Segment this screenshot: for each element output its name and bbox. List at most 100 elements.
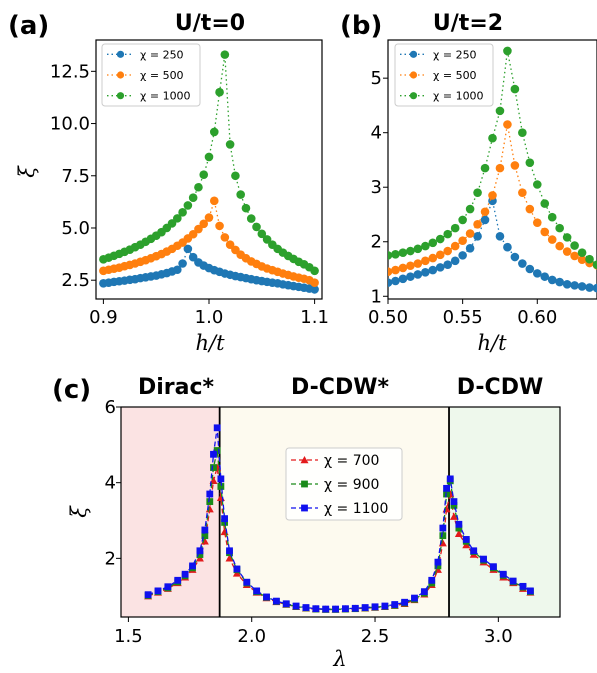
- legend-label: χ = 900: [324, 477, 379, 493]
- series-group: [99, 50, 319, 294]
- y-tick-label: 2: [371, 232, 382, 253]
- data-point: [577, 248, 587, 257]
- region-0: [121, 407, 220, 617]
- series-group: [388, 46, 597, 293]
- data-point: [499, 570, 507, 578]
- data-point: [525, 158, 535, 167]
- data-point: [421, 256, 430, 266]
- data-point: [555, 277, 564, 287]
- data-point: [562, 279, 572, 289]
- data-point: [439, 532, 447, 540]
- data-point: [470, 547, 478, 555]
- data-point: [388, 251, 393, 260]
- data-point: [509, 577, 517, 585]
- legend-marker: [116, 50, 125, 58]
- data-point: [332, 605, 339, 613]
- data-point: [178, 208, 187, 217]
- data-point: [577, 255, 587, 265]
- data-point: [246, 214, 256, 223]
- data-point: [413, 259, 423, 268]
- data-point: [458, 251, 467, 260]
- data-point: [532, 218, 542, 227]
- y-tick-label: 4: [371, 123, 382, 144]
- series-group: [144, 424, 535, 613]
- data-point: [411, 594, 418, 602]
- data-point: [225, 240, 235, 249]
- data-point: [209, 127, 219, 137]
- data-point: [388, 267, 393, 277]
- data-point: [527, 587, 534, 595]
- data-point: [181, 570, 189, 578]
- data-point: [454, 529, 463, 537]
- legend-label: χ = 500: [433, 69, 477, 82]
- panel-a-xlabel: h/t: [195, 331, 225, 355]
- data-point: [435, 234, 445, 244]
- data-point: [221, 515, 228, 523]
- data-point: [173, 265, 182, 275]
- data-point: [518, 188, 527, 197]
- data-point: [241, 203, 251, 213]
- data-point: [413, 270, 423, 279]
- panel-b-title: U/t=2: [433, 11, 503, 36]
- data-point: [204, 213, 214, 222]
- data-point: [435, 263, 445, 272]
- data-point: [381, 602, 389, 610]
- data-point: [480, 207, 490, 217]
- data-point: [570, 251, 579, 261]
- panel-b-label: (b): [340, 11, 382, 41]
- panel-a: (a) U/t=0 h/t ξ 0.9 1.0 1.1 2.5 5.0 7.5 10.0 12…: [8, 11, 329, 355]
- data-point: [215, 221, 224, 231]
- data-point: [210, 464, 217, 471]
- data-point: [547, 212, 557, 222]
- legend-label: χ = 1000: [140, 90, 191, 103]
- data-point: [503, 120, 512, 129]
- data-point: [391, 276, 400, 286]
- data-point: [547, 275, 557, 285]
- data-point: [310, 278, 319, 288]
- data-point: [503, 242, 512, 252]
- data-point: [435, 250, 445, 260]
- data-point: [449, 512, 458, 520]
- panel-c-ylabel: ξ: [67, 505, 91, 518]
- y-tick-label: 12.5: [50, 61, 90, 82]
- data-point: [443, 484, 450, 492]
- data-point: [282, 600, 290, 608]
- data-point: [421, 241, 430, 251]
- data-point: [473, 188, 482, 197]
- data-point: [562, 247, 572, 256]
- data-point: [532, 269, 542, 278]
- panel-b-xlabel: h/t: [477, 331, 507, 355]
- data-point: [204, 152, 214, 162]
- data-point: [302, 604, 310, 611]
- data-point: [201, 526, 209, 534]
- data-point: [189, 562, 196, 570]
- legend-label: χ = 250: [433, 48, 477, 61]
- legend-marker: [409, 50, 418, 58]
- data-point: [310, 285, 319, 294]
- data-point: [236, 190, 245, 199]
- data-point: [213, 447, 221, 454]
- data-point: [532, 180, 542, 189]
- data-point: [455, 520, 463, 528]
- data-point: [465, 229, 475, 238]
- x-tick-label: 2.5: [361, 626, 390, 647]
- data-point: [144, 591, 152, 599]
- y-tick-label: 4: [105, 473, 116, 494]
- data-point: [262, 235, 272, 244]
- region-label-dcdw: D-CDW: [457, 375, 543, 400]
- panel-c-label: (c): [52, 375, 91, 405]
- panel-a-label: (a): [8, 11, 49, 41]
- data-point: [398, 248, 408, 257]
- data-point: [391, 601, 399, 608]
- plot-frame: [120, 406, 561, 618]
- data-point: [213, 424, 221, 432]
- data-point: [570, 241, 579, 250]
- data-point: [312, 605, 320, 613]
- data-point: [391, 265, 400, 275]
- data-point: [322, 605, 330, 613]
- data-point: [510, 161, 520, 170]
- x-tick-label: 0.50: [368, 307, 408, 328]
- plot-frame: [387, 39, 597, 300]
- data-point: [257, 229, 267, 239]
